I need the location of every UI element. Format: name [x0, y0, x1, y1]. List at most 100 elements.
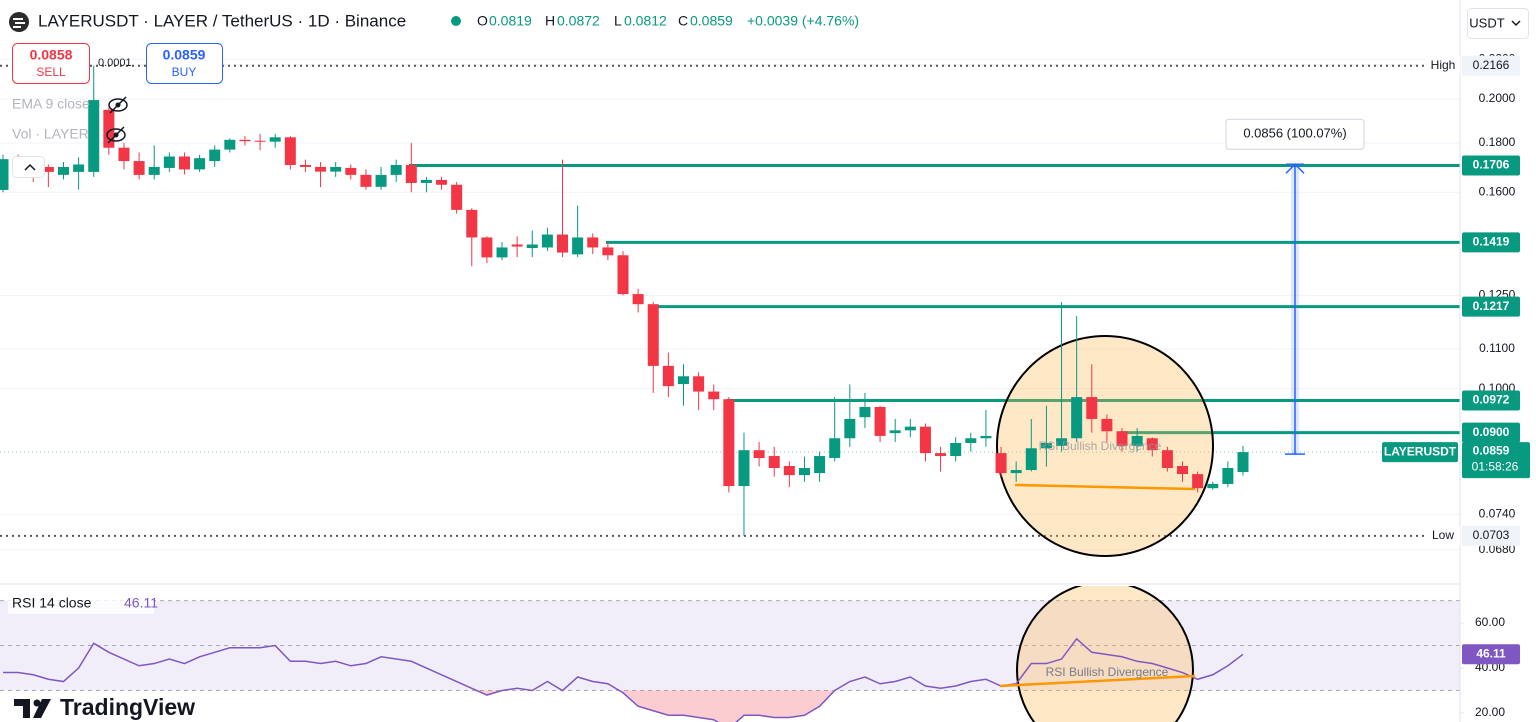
hidden-icon[interactable]	[108, 96, 128, 114]
candle-body	[995, 453, 1007, 474]
ohlc-value: 0.0859	[690, 13, 733, 29]
divergence-line	[999, 674, 1196, 688]
low-tag	[1426, 525, 1460, 546]
currency-button[interactable]	[1467, 8, 1529, 39]
candle-body	[466, 209, 478, 238]
candle-body	[1146, 438, 1158, 451]
annotation-label: RSI Bullish Divergence	[1039, 439, 1162, 453]
candle-body	[602, 247, 614, 256]
logo-mark	[14, 699, 51, 718]
y-tick-label: 0.2000	[1479, 91, 1516, 105]
low-value: 0.0703	[1473, 528, 1510, 542]
candle-body	[662, 365, 674, 387]
currency-arrow[interactable]	[1511, 20, 1521, 27]
currency-label[interactable]: USDT	[1469, 15, 1504, 30]
candle-body	[1010, 470, 1022, 474]
hidden-icon[interactable]	[106, 126, 126, 144]
rsi-value-box	[1462, 644, 1520, 665]
buy-button[interactable]	[146, 43, 223, 84]
ohlc-key: O	[477, 13, 488, 29]
candle-body	[133, 161, 145, 175]
collapse-arrow[interactable]	[24, 163, 36, 171]
candle-body	[148, 166, 160, 175]
candle-body	[511, 244, 523, 247]
buy-label[interactable]: BUY	[172, 65, 197, 79]
candle-body	[738, 450, 750, 487]
candle-body	[844, 418, 856, 439]
candle-body	[103, 109, 115, 148]
low-value-box	[1462, 525, 1520, 546]
level-tag-label: 0.0972	[1473, 393, 1510, 407]
candle-body	[1056, 438, 1068, 446]
background-layer	[0, 58, 1460, 551]
level-tag-label: 0.1706	[1473, 158, 1510, 172]
candle-body	[118, 147, 130, 162]
buy-price[interactable]: 0.0859	[163, 47, 206, 63]
symbol-title: LAYERUSDT · LAYER / TetherUS · 1D · Bina…	[38, 11, 406, 30]
y-tick-label: 0.1800	[1479, 135, 1516, 149]
candle-body	[632, 294, 644, 305]
level-tag	[1462, 422, 1520, 443]
candle-body	[965, 438, 977, 443]
candle-body	[980, 435, 992, 439]
candle-body	[1086, 397, 1098, 419]
sell-price[interactable]: 0.0858	[30, 47, 73, 63]
candle-body	[1116, 431, 1128, 446]
sell-button[interactable]	[12, 43, 90, 84]
rsi-legend-value: 46.11	[124, 595, 158, 611]
ohlc-value: 0.0819	[489, 13, 532, 29]
candle-body	[1237, 452, 1249, 473]
divergence-line	[1014, 483, 1196, 491]
indicator-legend[interactable]: EMA 9 close	[12, 96, 90, 112]
candle-body	[1207, 483, 1219, 489]
candle-body	[1071, 397, 1083, 439]
level-tag-label: 0.0900	[1473, 425, 1510, 439]
high-tag	[1426, 55, 1460, 76]
low-tag-label: Low	[1432, 528, 1454, 542]
candle-body	[88, 100, 100, 172]
rsi-pane: RSI Bullish Divergence	[0, 586, 1460, 722]
y-tick-label: 20.00	[1475, 705, 1505, 719]
candle-body	[768, 456, 780, 468]
candle-body	[269, 137, 281, 142]
candle-body	[874, 406, 886, 436]
level-tag	[1462, 296, 1520, 317]
candle-body	[1131, 435, 1143, 446]
last-price-name-box	[1382, 442, 1458, 463]
candle-body	[723, 399, 735, 487]
logo-text: TradingView	[60, 694, 195, 720]
price-change: +0.0039 (+4.76%)	[747, 13, 859, 29]
ohlc-key: L	[614, 13, 622, 29]
y-tick-label: 0.1100	[1479, 341, 1515, 355]
candle-body	[693, 376, 705, 392]
high-value-box	[1462, 55, 1520, 76]
candle-body	[1177, 465, 1189, 475]
candle-body	[239, 139, 251, 142]
candle-body	[436, 179, 448, 185]
rsi-value: 46.11	[1476, 646, 1506, 660]
sell-label[interactable]: SELL	[36, 65, 66, 79]
candle-body	[950, 442, 962, 457]
candle-body	[315, 166, 327, 172]
candle-body	[163, 156, 175, 168]
candle-body	[859, 406, 871, 418]
y-tick-label: 60.00	[1475, 615, 1505, 629]
last-price-value: 0.0859	[1473, 443, 1510, 457]
candle-body	[451, 184, 463, 210]
candle-body	[330, 166, 342, 172]
rsi-legend-bg	[8, 594, 154, 614]
candle-body	[360, 174, 372, 187]
rsi-line	[3, 637, 1244, 722]
ohlc-value: 0.0812	[624, 13, 667, 29]
candle-body	[420, 179, 432, 183]
indicator-legend[interactable]: Vol · LAYER	[12, 126, 89, 142]
annotation-label: RSI Bullish Divergence	[1046, 665, 1169, 679]
candle-body	[587, 237, 599, 248]
candle-body	[405, 164, 417, 183]
candle-body	[1040, 442, 1052, 449]
rsi-legend: RSI 14 close	[12, 595, 92, 611]
candle-body	[1161, 450, 1173, 468]
last-price-box	[1462, 442, 1530, 479]
candle-body	[753, 450, 765, 459]
